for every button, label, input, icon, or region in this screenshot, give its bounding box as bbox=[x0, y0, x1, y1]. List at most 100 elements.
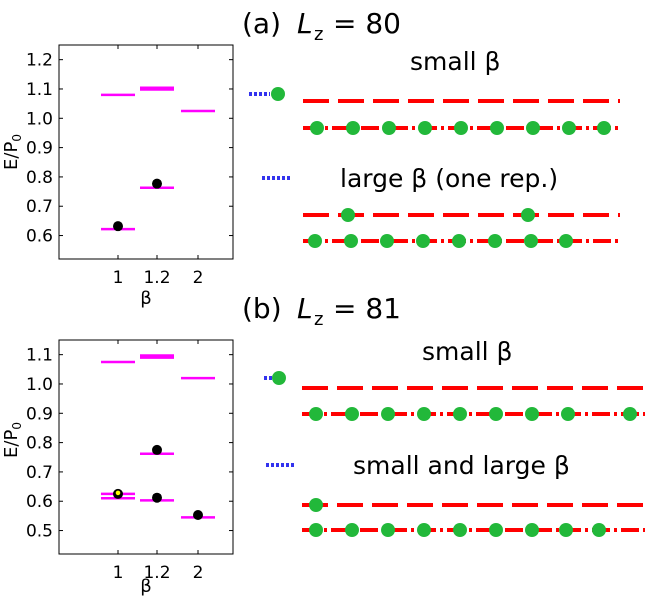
chart-a-x-ticks: 1 1.2 2 bbox=[113, 45, 204, 288]
chart-a-marks bbox=[101, 86, 215, 232]
schematic-b-beads-row-1 bbox=[309, 407, 637, 421]
bead bbox=[592, 523, 606, 537]
bead bbox=[418, 121, 432, 135]
chart-b-xlabel: β bbox=[140, 576, 152, 597]
bead bbox=[524, 234, 538, 248]
y-tick-label: 1.2 bbox=[26, 51, 53, 71]
bead bbox=[489, 407, 503, 421]
schematic-a-label-large: large β (one rep.) bbox=[340, 164, 558, 193]
energy-point bbox=[193, 510, 203, 521]
chart-a-ylabel-sub: 0 bbox=[10, 134, 24, 142]
y-tick-label: 0.9 bbox=[26, 404, 53, 424]
y-tick-label: 0.9 bbox=[26, 139, 53, 159]
schematic-b-beads-row-2 bbox=[309, 498, 323, 512]
bead bbox=[382, 121, 396, 135]
panel-b-lz-symbol: L bbox=[297, 292, 313, 325]
bead bbox=[454, 121, 468, 135]
x-tick-label: 1 bbox=[113, 268, 124, 288]
energy-point bbox=[113, 221, 123, 232]
bead bbox=[562, 121, 576, 135]
x-tick-label: 2 bbox=[193, 268, 204, 288]
chart-a: 0.60.70.80.91.01.11.2 1 1.2 2 β E/P0 bbox=[1, 44, 234, 309]
bead bbox=[561, 407, 575, 421]
schematic-a: small β large β (one rep.) bbox=[249, 47, 620, 248]
chart-b-ylabel: E/P0 bbox=[1, 422, 24, 458]
bead bbox=[310, 121, 324, 135]
bead bbox=[559, 523, 573, 537]
bead bbox=[309, 498, 323, 512]
bead bbox=[345, 523, 359, 537]
chart-a-ylabel: E/P0 bbox=[1, 134, 24, 170]
y-tick-label: 1.0 bbox=[26, 109, 53, 129]
bead bbox=[308, 234, 322, 248]
bead bbox=[417, 523, 431, 537]
schematic-a-beads-row-2 bbox=[341, 208, 535, 222]
bead bbox=[309, 523, 323, 537]
energy-point bbox=[152, 492, 162, 503]
bead bbox=[488, 234, 502, 248]
bead bbox=[489, 523, 503, 537]
chart-a-xlabel: β bbox=[140, 288, 152, 309]
schematic-b: small β small and large β bbox=[264, 337, 645, 537]
bead bbox=[526, 121, 540, 135]
bead bbox=[452, 234, 466, 248]
panel-b: (b) L z = 81 0.50.60.70.80.91.01.1 1 1.2 2… bbox=[1, 292, 645, 597]
chart-a-frame bbox=[58, 44, 234, 260]
panel-a-lz-value: = 80 bbox=[333, 7, 401, 40]
x-tick-label: 1 bbox=[113, 563, 124, 583]
x-tick-label: 2 bbox=[193, 563, 204, 583]
bead bbox=[525, 407, 539, 421]
y-tick-label: 0.6 bbox=[26, 227, 53, 247]
bead bbox=[597, 121, 611, 135]
y-tick-label: 0.8 bbox=[26, 168, 53, 188]
chart-b-y-ticks: 0.5 0.6 0.7 0.8 0.9 1.0 1.1 bbox=[26, 346, 233, 542]
bead bbox=[381, 407, 395, 421]
energy-point-highlight bbox=[115, 490, 121, 496]
svg-text:E/P0: E/P0 bbox=[1, 422, 24, 458]
bead bbox=[309, 407, 323, 421]
panel-a-lz-sub: z bbox=[314, 24, 323, 45]
y-tick-label: 1.1 bbox=[26, 80, 53, 100]
y-tick-label: 0.6 bbox=[26, 492, 53, 512]
chart-b-x-ticks: 1 1.2 2 bbox=[113, 340, 204, 583]
chart-b-ylabel-main: E/P bbox=[1, 430, 22, 458]
bead bbox=[344, 234, 358, 248]
schematic-a-beads-row-1 bbox=[310, 121, 611, 135]
panel-a: (a) L z = 80 0.60.70.80.91.01.11.2 1 1.2 2… bbox=[1, 7, 620, 309]
y-tick-label: 0.8 bbox=[26, 434, 53, 454]
y-tick-label: 1.1 bbox=[26, 346, 53, 366]
chart-b-ylabel-sub: 0 bbox=[10, 422, 24, 430]
panel-b-lz-sub: z bbox=[314, 309, 323, 330]
y-tick-label: 0.7 bbox=[26, 197, 53, 217]
bead bbox=[453, 407, 467, 421]
bead bbox=[416, 234, 430, 248]
x-tick-label: 1.2 bbox=[143, 563, 170, 583]
bead bbox=[417, 407, 431, 421]
bead bbox=[381, 523, 395, 537]
bead bbox=[345, 407, 359, 421]
chart-b: 0.50.60.70.80.91.01.1 1 1.2 2 β E/P0 bbox=[1, 339, 234, 597]
bead bbox=[623, 407, 637, 421]
schematic-b-label-both: small and large β bbox=[353, 451, 570, 480]
bead bbox=[453, 523, 467, 537]
chart-a-y-ticks: 0.6 0.7 0.8 0.9 1.0 1.1 1.2 bbox=[26, 51, 233, 247]
y-tick-label: 0.5 bbox=[26, 522, 53, 542]
panel-a-prefix: (a) bbox=[242, 7, 281, 40]
bead bbox=[525, 523, 539, 537]
energy-point bbox=[152, 444, 162, 455]
panel-a-lz-symbol: L bbox=[297, 7, 313, 40]
chart-a-ylabel-main: E/P bbox=[1, 142, 22, 170]
chart-b-marks bbox=[101, 354, 215, 521]
bead bbox=[346, 121, 360, 135]
panel-b-lz-value: = 81 bbox=[333, 292, 401, 325]
schematic-a-label-small: small β bbox=[410, 47, 501, 76]
x-tick-label: 1.2 bbox=[143, 268, 170, 288]
schematic-b-bead-loose bbox=[272, 371, 286, 385]
schematic-a-beads-row-3 bbox=[308, 234, 573, 248]
panel-b-prefix: (b) bbox=[242, 292, 282, 325]
bead bbox=[559, 234, 573, 248]
bead bbox=[521, 208, 535, 222]
svg-text:E/P0: E/P0 bbox=[1, 134, 24, 170]
energy-point bbox=[152, 178, 162, 189]
